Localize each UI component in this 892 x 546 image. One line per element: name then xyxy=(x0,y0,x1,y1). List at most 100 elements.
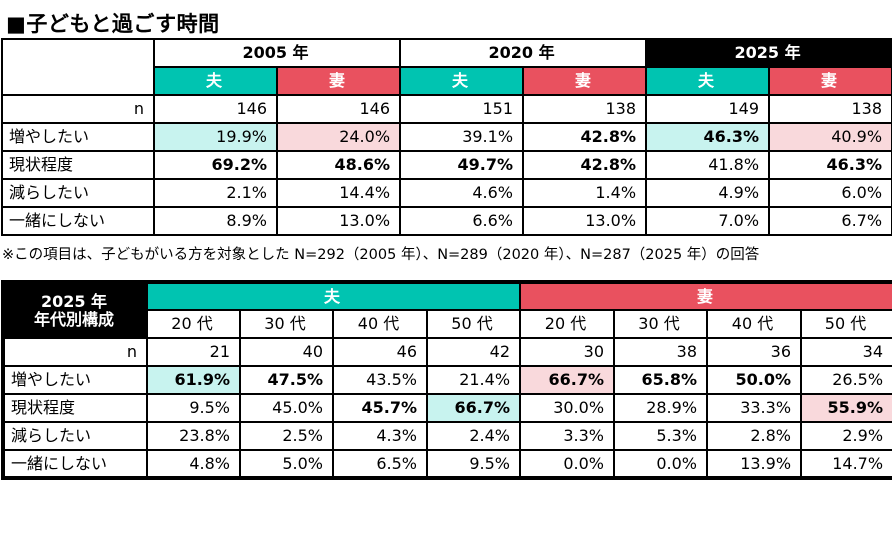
table-cell: 41.8% xyxy=(645,150,771,180)
age-corner-header: 2025 年年代別構成 xyxy=(2,281,148,339)
table-cell: 13.9% xyxy=(706,449,803,479)
table-cell: 4.6% xyxy=(399,178,525,208)
table-cell: 2.1% xyxy=(153,178,278,208)
age-breakdown-table: 2025 年年代別構成夫妻 20 代 30 代 40 代 50 代 20 代 30 代 40 … xyxy=(1,280,892,480)
age-group-header: 50 代 xyxy=(800,309,892,339)
row-label: 現状程度 xyxy=(1,150,155,180)
table-row: n 21 40 46 42 30 38 36 34 xyxy=(2,337,892,367)
age-table-body: 2025 年年代別構成夫妻 20 代 30 代 40 代 50 代 20 代 30 代 40 … xyxy=(2,281,892,479)
main-table-body: 2005 年 2020 年 2025 年夫妻夫妻夫妻 n 146 146 151 138 149… xyxy=(1,38,892,236)
table-row: 現状程度 9.5% 45.0% 45.7% 66.7% 30.0% 28.9% 33.3% 55… xyxy=(2,393,892,423)
husband-header: 夫 xyxy=(645,66,771,96)
row-label: n xyxy=(1,94,155,124)
age-group-header: 50 代 xyxy=(425,309,522,339)
table-cell: 13.0% xyxy=(522,206,648,236)
table-cell: 4.3% xyxy=(332,421,428,451)
table-cell: 19.9% xyxy=(153,122,278,152)
table-cell: 21 xyxy=(146,337,241,367)
year-header: 2005 年 xyxy=(152,38,402,68)
table-cell: 24.0% xyxy=(275,122,402,152)
table-cell: 6.0% xyxy=(768,178,892,208)
table-cell: 2.5% xyxy=(239,421,334,451)
table-cell: 34 xyxy=(800,337,892,367)
table-cell: 146 xyxy=(275,94,402,124)
table-cell: 151 xyxy=(399,94,525,124)
table-cell: 33.3% xyxy=(706,393,803,423)
age-group-header: 30 代 xyxy=(239,309,334,339)
table-row: 増やしたい 61.9% 47.5% 43.5% 21.4% 66.7% 65.8% 50.0%… xyxy=(2,365,892,395)
table-cell: 5.0% xyxy=(239,449,334,479)
table-cell: 4.9% xyxy=(645,178,771,208)
table-cell: 40 xyxy=(239,337,334,367)
table-cell: 0.0% xyxy=(519,449,616,479)
table-cell: 42.8% xyxy=(522,122,648,152)
age-group-header: 20 代 xyxy=(146,309,241,339)
table-row: 増やしたい 19.9% 24.0% 39.1% 42.8% 46.3% 40.9% xyxy=(1,122,892,152)
table-row: 現状程度 69.2% 48.6% 49.7% 42.8% 41.8% 46.3% xyxy=(1,150,892,180)
table-cell: 9.5% xyxy=(425,449,522,479)
table-row: 一緒にしない 8.9% 13.0% 6.6% 13.0% 7.0% 6.7% xyxy=(1,206,892,236)
year-header: 2025 年 xyxy=(645,38,892,68)
age-label-row: 20 代 30 代 40 代 50 代 20 代 30 代 40 代 50 代 xyxy=(3,309,892,339)
row-label: 一緒にしない xyxy=(1,206,155,236)
table-cell: 46.3% xyxy=(768,150,892,180)
table-cell: 138 xyxy=(768,94,892,124)
table-cell: 26.5% xyxy=(800,365,892,395)
table-cell: 49.7% xyxy=(399,150,525,180)
table-cell: 138 xyxy=(522,94,648,124)
wife-header: 妻 xyxy=(768,66,892,96)
table-cell: 42 xyxy=(425,337,522,367)
age-gender-header-row: 2025 年年代別構成夫妻 xyxy=(2,281,892,339)
table-cell: 38 xyxy=(613,337,709,367)
table-cell: 42.8% xyxy=(522,150,648,180)
row-label: 減らしたい xyxy=(2,421,148,451)
time-with-children-table: 2005 年 2020 年 2025 年夫妻夫妻夫妻 n 146 146 151 138 149… xyxy=(1,38,892,236)
table-cell: 2.8% xyxy=(706,421,803,451)
table-row: 減らしたい 23.8% 2.5% 4.3% 2.4% 3.3% 5.3% 2.8% 2.9% xyxy=(2,421,892,451)
table-cell: 6.5% xyxy=(332,449,428,479)
footnote: ※この項目は、子どもがいる方を対象とした N=292（2005 年）、N=289… xyxy=(2,247,760,263)
table-cell: 2.9% xyxy=(800,421,892,451)
page-title: ■子どもと過ごす時間 xyxy=(6,12,220,36)
table-cell: 6.7% xyxy=(768,206,892,236)
table-row: n 146 146 151 138 149 138 xyxy=(1,94,892,124)
table-cell: 6.6% xyxy=(399,206,525,236)
row-label: 現状程度 xyxy=(2,393,148,423)
table-cell: 66.7% xyxy=(519,365,616,395)
table-cell: 69.2% xyxy=(153,150,278,180)
wife-header: 妻 xyxy=(275,66,402,96)
gender-header-row: 夫妻夫妻夫妻 xyxy=(2,66,892,96)
table-row: 一緒にしない 4.8% 5.0% 6.5% 9.5% 0.0% 0.0% 13.9% 14.7% xyxy=(2,449,892,479)
table-cell: 47.5% xyxy=(239,365,334,395)
table-cell: 1.4% xyxy=(522,178,648,208)
table-cell: 8.9% xyxy=(153,206,278,236)
table-cell: 55.9% xyxy=(800,393,892,423)
table-cell: 46 xyxy=(332,337,428,367)
table-cell: 45.0% xyxy=(239,393,334,423)
table-cell: 65.8% xyxy=(613,365,709,395)
table-cell: 149 xyxy=(645,94,771,124)
table-cell: 14.7% xyxy=(800,449,892,479)
table-cell: 36 xyxy=(706,337,803,367)
age-group-header: 40 代 xyxy=(706,309,803,339)
table-cell: 13.0% xyxy=(275,206,402,236)
table-row: 減らしたい 2.1% 14.4% 4.6% 1.4% 4.9% 6.0% xyxy=(1,178,892,208)
table-cell: 48.6% xyxy=(275,150,402,180)
year-header-row: 2005 年 2020 年 2025 年 xyxy=(1,38,892,96)
age-corner-line2: 年代別構成 xyxy=(33,309,114,329)
table-cell: 66.7% xyxy=(425,393,522,423)
husband-header: 夫 xyxy=(399,66,525,96)
table-cell: 146 xyxy=(153,94,278,124)
age-group-header: 40 代 xyxy=(332,309,428,339)
row-label: 増やしたい xyxy=(1,122,155,152)
table-cell: 40.9% xyxy=(768,122,892,152)
table-cell: 7.0% xyxy=(645,206,771,236)
table-cell: 3.3% xyxy=(519,421,616,451)
year-header: 2020 年 xyxy=(399,38,648,68)
table-cell: 39.1% xyxy=(399,122,525,152)
age-group-header: 30 代 xyxy=(613,309,709,339)
table-cell: 50.0% xyxy=(706,365,803,395)
table-cell: 14.4% xyxy=(275,178,402,208)
table-cell: 21.4% xyxy=(425,365,522,395)
table-cell: 30.0% xyxy=(519,393,616,423)
